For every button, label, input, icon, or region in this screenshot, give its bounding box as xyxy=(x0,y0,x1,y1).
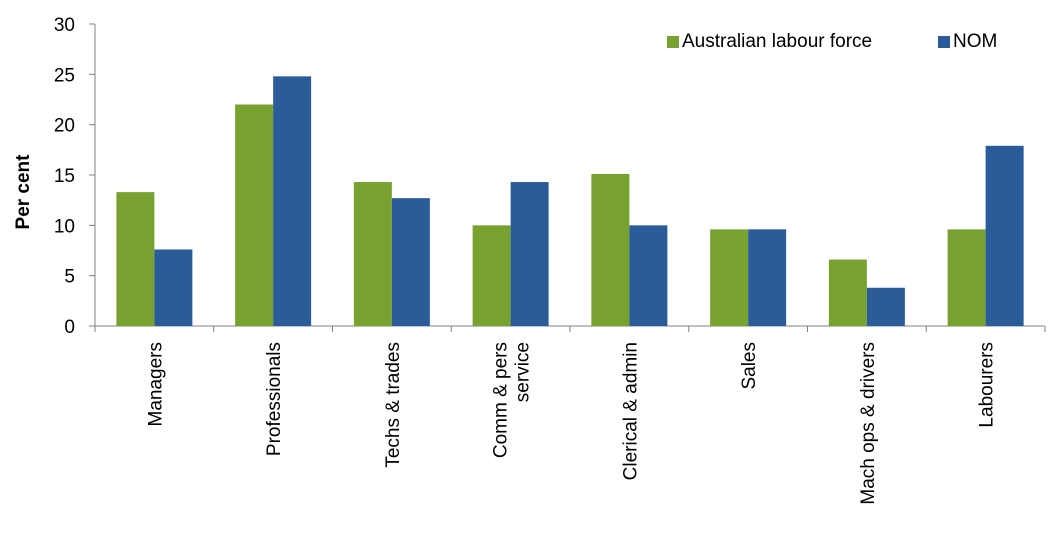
bar-australian-labour-force xyxy=(828,259,867,326)
category-label: Clerical & admin xyxy=(620,342,641,480)
bar-nom xyxy=(154,249,193,326)
category-label: Professionals xyxy=(264,342,285,456)
bars xyxy=(94,76,1046,332)
bar-nom xyxy=(629,225,668,326)
y-axis-label: Per cent xyxy=(13,154,34,230)
category-label: Sales xyxy=(739,342,760,390)
bar-nom xyxy=(391,198,430,326)
category-label: Labourers xyxy=(977,342,998,428)
bar-australian-labour-force xyxy=(710,229,749,326)
y-tick-label: 0 xyxy=(64,317,75,338)
bar-nom xyxy=(510,182,549,326)
category-label: Mach ops & drivers xyxy=(858,342,879,505)
legend-swatch xyxy=(938,36,950,48)
y-tick-label: 30 xyxy=(54,15,75,36)
category-labels: Managers Professionals Techs & trades Comm … xyxy=(145,342,997,505)
legend-swatch xyxy=(667,36,679,48)
legend: Australian labour force NOM xyxy=(667,31,997,52)
y-tick-label: 5 xyxy=(64,267,75,288)
category-label: Managers xyxy=(145,342,166,427)
bar-nom xyxy=(748,229,787,326)
bar-australian-labour-force xyxy=(235,104,274,327)
bar-nom xyxy=(273,76,312,326)
bar-australian-labour-force xyxy=(116,192,155,326)
y-tick-label: 10 xyxy=(54,216,75,237)
y-axis-ticks: 0 5 10 15 20 25 30 xyxy=(54,15,95,338)
bar-australian-labour-force xyxy=(472,225,511,326)
bar-australian-labour-force xyxy=(591,173,630,326)
bar-nom xyxy=(866,287,905,326)
category-label: Techs & trades xyxy=(383,342,404,468)
y-tick-label: 25 xyxy=(54,65,75,86)
bar-nom xyxy=(985,145,1024,326)
category-label: service xyxy=(513,342,534,402)
bar-australian-labour-force xyxy=(947,229,986,326)
category-label: Comm & pers xyxy=(491,342,512,458)
bar-australian-labour-force xyxy=(353,182,392,326)
legend-label: Australian labour force xyxy=(682,31,872,52)
legend-label: NOM xyxy=(953,31,997,52)
y-tick-label: 15 xyxy=(54,166,75,187)
y-tick-label: 20 xyxy=(54,116,75,137)
